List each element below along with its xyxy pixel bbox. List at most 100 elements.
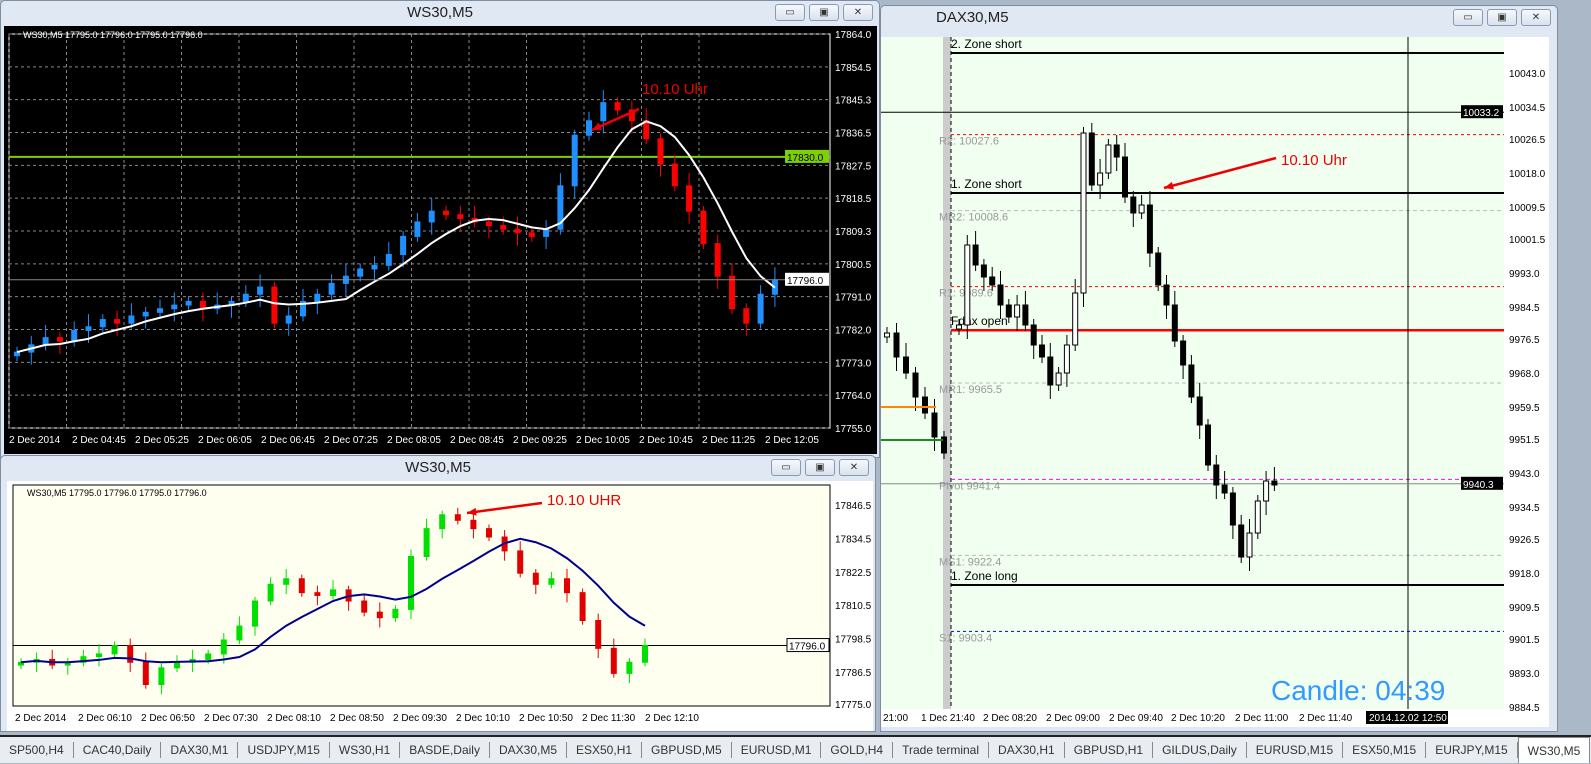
time-tick: 2 Dec 10:05 bbox=[576, 435, 630, 446]
level-label: MR2: 10008.6 bbox=[939, 212, 1008, 224]
tab-gold-h4[interactable]: GOLD,H4 bbox=[821, 742, 894, 758]
time-tick: 2 Dec 10:20 bbox=[1171, 713, 1225, 724]
tab-dax30-m1[interactable]: DAX30,M1 bbox=[161, 742, 239, 758]
ws30-bottom-chart[interactable]: 17846.5 17834.5 17822.5 17810.5 17798.5 17786… bbox=[7, 481, 873, 731]
candle bbox=[486, 528, 492, 538]
annotation-label: 10.10 UHR bbox=[547, 492, 621, 509]
candle bbox=[671, 163, 678, 187]
candle bbox=[439, 514, 446, 530]
tab-gbpusd-h1[interactable]: GBPUSD,H1 bbox=[1065, 742, 1154, 758]
close-button[interactable]: ✕ bbox=[1521, 9, 1551, 26]
candle bbox=[71, 329, 78, 342]
tab-ws30-m5[interactable]: WS30,M5 bbox=[1517, 737, 1591, 763]
candle bbox=[642, 645, 648, 663]
candle bbox=[964, 244, 971, 326]
candle bbox=[267, 583, 274, 602]
window-title-text: DAX30,M5 bbox=[936, 9, 1009, 26]
time-tick: 2 Dec 08:50 bbox=[330, 713, 384, 724]
restore-button[interactable]: ▣ bbox=[809, 4, 839, 21]
tab-eurusd-m1[interactable]: EURUSD,M1 bbox=[732, 742, 822, 758]
candle bbox=[922, 396, 928, 414]
minimize-button[interactable]: ▭ bbox=[775, 4, 805, 21]
candle bbox=[643, 120, 650, 140]
candle bbox=[414, 221, 421, 237]
tab-dax30-m5[interactable]: DAX30,M5 bbox=[490, 742, 567, 758]
candle bbox=[980, 264, 987, 278]
tab-esx50-h1[interactable]: ESX50,H1 bbox=[567, 742, 643, 758]
minimize-button[interactable]: ▭ bbox=[1453, 9, 1483, 26]
tab-basde-daily[interactable]: BASDE,Daily bbox=[400, 742, 490, 758]
chart-header: WS30,M5 17795.0 17796.0 17795.0 17796.0 bbox=[27, 488, 207, 498]
candle bbox=[564, 578, 570, 594]
price-tick: 9893.0 bbox=[1509, 669, 1540, 680]
candle bbox=[357, 268, 364, 277]
time-tick: 2 Dec 11:40 bbox=[1299, 713, 1353, 724]
current-price-label: 17796.0 bbox=[789, 642, 826, 653]
candle bbox=[408, 555, 414, 610]
restore-button[interactable]: ▣ bbox=[805, 459, 835, 476]
tab-trade-terminal[interactable]: Trade terminal bbox=[893, 742, 990, 758]
time-tick: 2 Dec 2014 bbox=[15, 713, 67, 724]
candle bbox=[931, 412, 938, 438]
candle bbox=[128, 315, 135, 324]
tab-cac40-daily[interactable]: CAC40,Daily bbox=[74, 742, 162, 758]
time-tick: 2 Dec 06:10 bbox=[78, 713, 132, 724]
dax30-window: DAX30,M5 ▭ ▣ ✕ 10043.0 10034.5 10026.5 10018.… bbox=[880, 5, 1558, 732]
candle bbox=[99, 319, 106, 328]
tab-usdjpy-m15[interactable]: USDJPY,M15 bbox=[238, 742, 330, 758]
candle bbox=[314, 592, 321, 596]
close-button[interactable]: ✕ bbox=[843, 4, 873, 21]
plot-frame bbox=[12, 484, 831, 707]
candle bbox=[423, 528, 430, 557]
candle bbox=[1155, 252, 1162, 286]
candle bbox=[1022, 304, 1029, 326]
candle bbox=[1263, 480, 1270, 502]
crosshair-time-label: 2014.12.02 12:50 bbox=[1369, 713, 1447, 724]
price-tick: 17809.3 bbox=[835, 227, 872, 238]
candle bbox=[283, 578, 290, 585]
price-tick: 9884.5 bbox=[1509, 703, 1540, 714]
price-tick: 17818.5 bbox=[835, 194, 872, 205]
candle bbox=[127, 645, 134, 663]
minimize-button[interactable]: ▭ bbox=[771, 459, 801, 476]
close-button[interactable]: ✕ bbox=[839, 459, 869, 476]
candle bbox=[700, 210, 707, 245]
tab-gbpusd-m5[interactable]: GBPUSD,M5 bbox=[642, 742, 732, 758]
candle bbox=[1005, 304, 1012, 318]
price-tick: 17764.0 bbox=[835, 391, 872, 402]
price-tick: 9918.0 bbox=[1509, 569, 1540, 580]
crosshair-price-box bbox=[1461, 105, 1503, 119]
candle bbox=[628, 109, 635, 122]
time-tick: 2 Dec 08:45 bbox=[450, 435, 504, 446]
price-tick: 9993.0 bbox=[1509, 269, 1540, 280]
arrow-head-icon bbox=[467, 507, 477, 516]
tab-eurjpy-m15[interactable]: EURJPY,M15 bbox=[1426, 742, 1518, 758]
candle bbox=[157, 308, 163, 313]
price-tick: 17846.5 bbox=[835, 501, 872, 512]
time-tick: 2 Dec 06:45 bbox=[261, 435, 315, 446]
candle bbox=[111, 645, 118, 655]
candle bbox=[743, 308, 750, 324]
tab-esx50-m15[interactable]: ESX50,M15 bbox=[1343, 742, 1427, 758]
candle bbox=[686, 185, 693, 212]
time-tick: 2 Dec 07:30 bbox=[204, 713, 258, 724]
ws30-top-chart[interactable]: 17864.0 17854.5 17845.3 17836.5 17827.5 17818… bbox=[4, 26, 877, 454]
price-tick: 17810.5 bbox=[835, 601, 872, 612]
price-tick: 9934.5 bbox=[1509, 503, 1540, 514]
candle bbox=[1246, 532, 1253, 558]
tab-gildus-daily[interactable]: GILDUS,Daily bbox=[1153, 742, 1247, 758]
level-label: MR1: 9965.5 bbox=[939, 384, 1002, 396]
restore-button[interactable]: ▣ bbox=[1487, 9, 1517, 26]
candle bbox=[1088, 132, 1095, 186]
level-label: 17830.0 bbox=[787, 153, 824, 164]
ws30-top-window: WS30,M5 ▭ ▣ ✕ 17864.0 17854.5 17845.3 17836.5… bbox=[0, 0, 880, 458]
candle bbox=[1105, 144, 1112, 174]
dax30-chart[interactable]: 10043.0 10034.5 10026.5 10018.0 10009.5 10001… bbox=[881, 37, 1549, 727]
tab-eurusd-m15[interactable]: EURUSD,M15 bbox=[1247, 742, 1344, 758]
candle bbox=[571, 134, 578, 187]
price-axis bbox=[1504, 37, 1549, 727]
tab-sp500-h4[interactable]: SP500,H4 bbox=[0, 742, 74, 758]
tab-ws30-h1[interactable]: WS30,H1 bbox=[330, 742, 401, 758]
candle bbox=[1113, 144, 1120, 158]
tab-dax30-h1[interactable]: DAX30,H1 bbox=[989, 742, 1065, 758]
